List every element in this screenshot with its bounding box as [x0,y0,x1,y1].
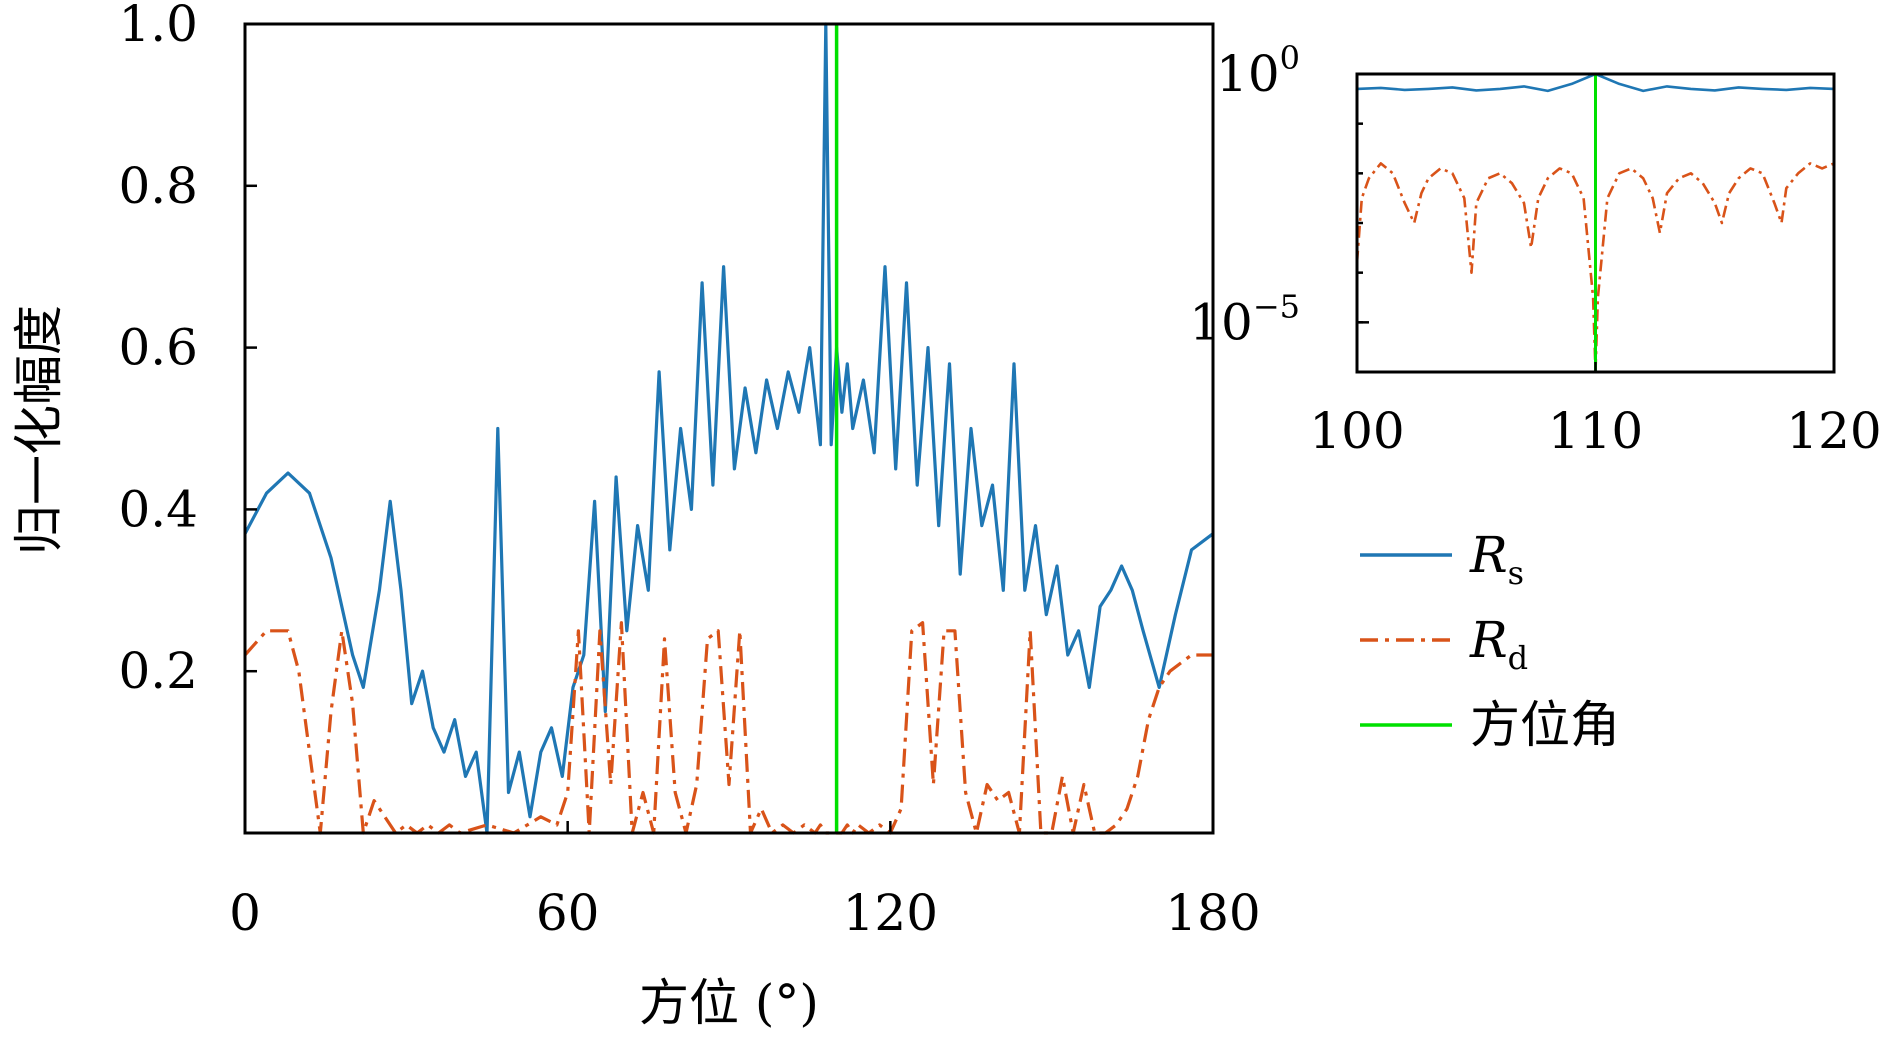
main-x-tick-label: 180 [1165,884,1260,942]
main-chart: 0 60 120 180 0.2 0.4 0.6 0.8 1.0 方位 (°) 归一化幅度 [10,0,1261,1032]
main-y-tick-label: 0.8 [118,157,198,215]
inset-x-tick-label: 110 [1548,402,1643,460]
inset-x-tick-label: 100 [1309,402,1404,460]
main-series-line-1 [243,621,1213,835]
inset-y-tick-label: 10−5 [1189,287,1300,351]
main-y-ticks: 0.2 0.4 0.6 0.8 1.0 [118,0,257,700]
main-y-tick-label: 0.2 [118,642,198,700]
legend: Rs Rd 方位角 [1360,526,1620,754]
legend-label: Rd [1469,611,1528,677]
main-series-group [243,22,1214,835]
inset-x-tick-label: 120 [1786,402,1881,460]
legend-item-2: 方位角 [1360,696,1620,754]
main-x-axis-label: 方位 (°) [639,974,819,1032]
main-y-tick-label: 0.4 [118,480,198,538]
main-series-line-0 [243,22,1214,835]
main-x-tick-label: 0 [229,884,261,942]
legend-item-1: Rd [1360,611,1528,677]
legend-item-0: Rs [1360,526,1524,592]
legend-label: Rs [1469,526,1524,592]
inset-series-group [1355,72,1835,374]
main-y-axis-label: 归一化幅度 [10,305,68,555]
main-x-ticks: 0 60 120 180 [229,821,1261,942]
inset-y-ticks: 100 10−5 [1189,39,1369,374]
main-x-tick-label: 60 [536,884,600,942]
main-x-tick-label: 120 [843,884,938,942]
main-plot-frame [243,22,1215,835]
main-y-tick-label: 0.6 [118,319,198,377]
main-y-tick-label: 1.0 [118,0,198,53]
inset-x-ticks: 100 110 120 [1309,362,1882,460]
legend-label: 方位角 [1470,696,1620,754]
inset-y-tick-label: 100 [1216,39,1300,103]
